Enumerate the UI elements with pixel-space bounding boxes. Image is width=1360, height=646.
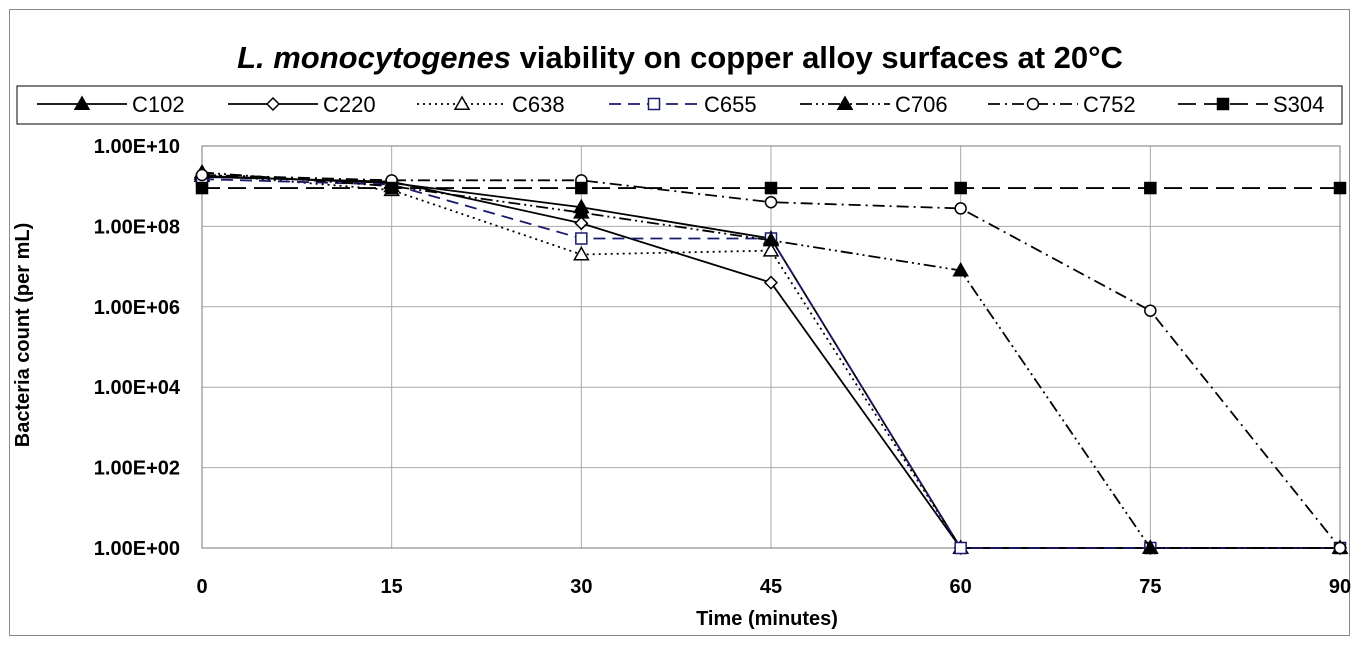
data-point (1144, 181, 1157, 195)
data-point (952, 261, 969, 277)
data-point (1144, 304, 1157, 317)
chart-title-rest: viability on copper alloy surfaces at 20… (511, 40, 1123, 75)
series-layer (193, 163, 1349, 556)
data-point (453, 95, 471, 110)
x-tick-label: 0 (196, 576, 207, 598)
data-point (836, 95, 854, 110)
series-S304 (195, 181, 1347, 195)
x-tick-label: 90 (1329, 576, 1351, 598)
data-point (647, 97, 661, 111)
y-tick-label: 1.00E+02 (94, 458, 180, 480)
data-point (73, 95, 91, 110)
x-tick-label: 45 (760, 576, 782, 598)
axis-ticks: 1.00E+00 1.00E+02 1.00E+04 1.00E+06 1.00E+08… (94, 136, 1351, 598)
data-point (573, 245, 590, 261)
data-point (573, 204, 590, 219)
y-tick-label: 1.00E+10 (94, 136, 180, 158)
data-point (1216, 97, 1230, 111)
data-point (574, 216, 589, 231)
x-axis-label: Time (minutes) (696, 608, 838, 630)
legend-label: C752 (1083, 92, 1136, 117)
legend-label: C706 (895, 92, 948, 117)
y-tick-label: 1.00E+08 (94, 216, 180, 238)
data-point (954, 202, 967, 215)
data-point (764, 195, 778, 209)
x-tick-label: 60 (950, 576, 972, 598)
data-point (575, 181, 588, 195)
data-point (762, 242, 780, 257)
data-point (575, 232, 588, 245)
data-point (385, 181, 398, 195)
y-tick-label: 1.00E+04 (94, 377, 181, 399)
data-point (1142, 539, 1159, 554)
data-point (762, 231, 780, 247)
y-tick-label: 1.00E+06 (94, 297, 180, 319)
legend-label: C102 (132, 92, 185, 117)
legend-box (16, 85, 1343, 125)
legend-label: C220 (323, 92, 376, 117)
data-point (954, 181, 967, 195)
legend-item-C102: C102 (37, 92, 185, 117)
y-tick-label: 1.00E+00 (94, 538, 180, 560)
legend-item-C655: C655 (609, 92, 757, 117)
chart-title-italic: L. monocytogenes (237, 40, 511, 75)
x-tick-label: 30 (570, 576, 592, 598)
data-point (1333, 181, 1347, 195)
legend-item-C220: C220 (228, 92, 376, 117)
legend-item-C638: C638 (417, 92, 565, 117)
legend-label: C655 (704, 92, 757, 117)
data-point (763, 275, 779, 290)
data-point (265, 96, 281, 112)
data-point (954, 541, 967, 555)
legend-item-C752: C752 (988, 92, 1136, 117)
data-point (195, 181, 209, 195)
y-axis-label: Bacteria count (per mL) (12, 223, 34, 447)
x-tick-label: 15 (381, 576, 403, 598)
legend-item-C706: C706 (800, 92, 948, 117)
data-point (764, 181, 778, 195)
data-point (195, 168, 209, 182)
x-tick-label: 75 (1139, 576, 1161, 598)
data-point (1333, 541, 1347, 555)
legend-label: C638 (512, 92, 565, 117)
plot-area (201, 145, 1341, 549)
chart-title: L. monocytogenes viability on copper all… (237, 40, 1123, 75)
legend-label: S304 (1273, 92, 1324, 117)
legend: C102 C220 C638 C655 C706 C752 S304 (37, 92, 1324, 117)
data-point (1026, 97, 1040, 111)
legend-item-S304: S304 (1178, 92, 1324, 117)
